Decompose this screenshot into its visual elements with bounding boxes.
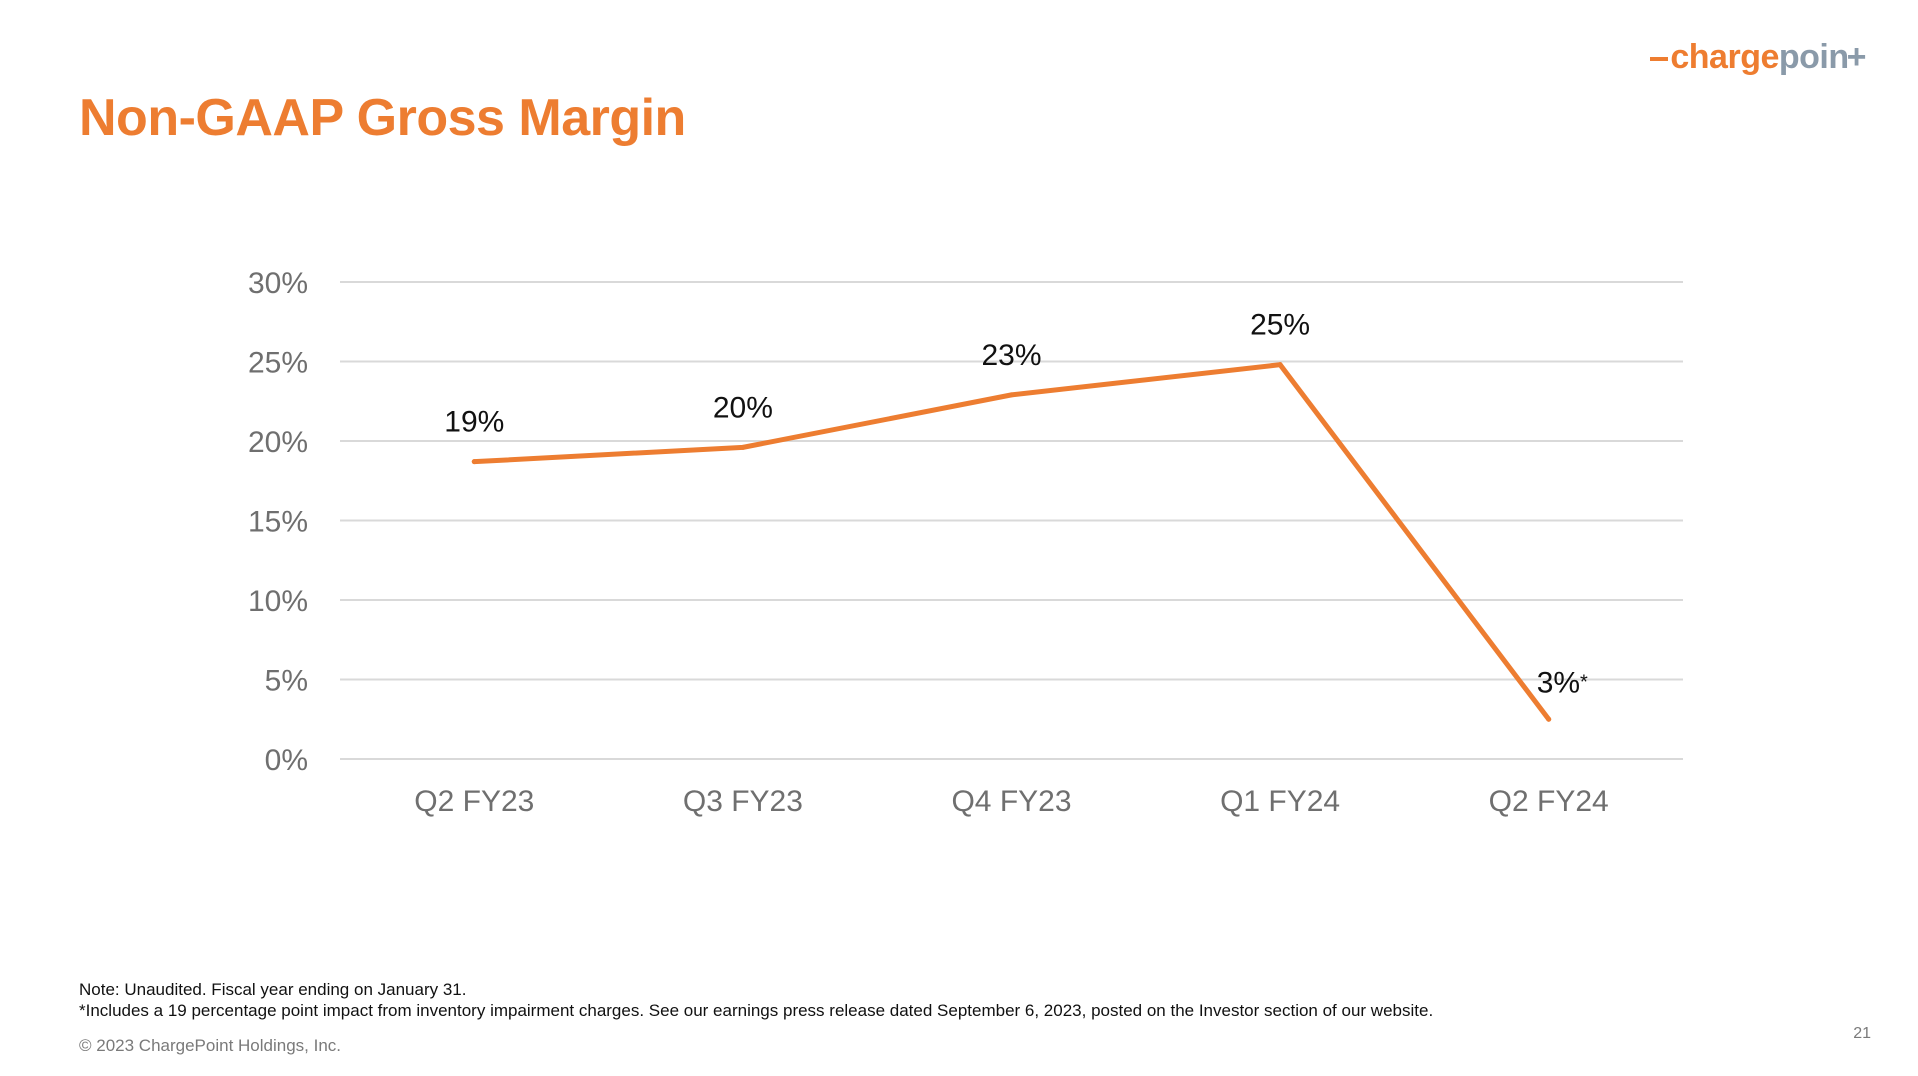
y-tick-label: 25% — [248, 347, 308, 380]
data-point — [740, 444, 746, 450]
copyright-text: © 2023 ChargePoint Holdings, Inc. — [79, 1036, 342, 1055]
chart-data-labels: 19% 20% 23% 25% 3%* — [444, 309, 1588, 700]
chart-series — [471, 362, 1552, 722]
data-label: 23% — [981, 339, 1041, 372]
data-label: 3%* — [1537, 666, 1588, 699]
y-axis-ticks: 0% 5% 10% 15% 20% 25% 30% — [248, 267, 308, 777]
y-tick-label: 15% — [248, 506, 308, 539]
y-tick-label: 10% — [248, 585, 308, 618]
data-label: 25% — [1250, 309, 1310, 342]
x-tick-label: Q2 FY23 — [414, 785, 534, 818]
y-tick-label: 30% — [248, 267, 308, 300]
y-tick-label: 20% — [248, 426, 308, 459]
logo-plus-icon: + — [1846, 38, 1867, 76]
data-label: 20% — [713, 391, 773, 424]
x-tick-label: Q2 FY24 — [1489, 785, 1609, 818]
logo-text-charge: charge — [1670, 38, 1779, 76]
x-tick-label: Q4 FY23 — [951, 785, 1071, 818]
y-tick-label: 5% — [265, 665, 308, 698]
data-point — [1009, 392, 1014, 398]
data-point — [1277, 362, 1283, 368]
data-point — [1546, 716, 1552, 722]
footnotes: Note: Unaudited. Fiscal year ending on J… — [79, 979, 1433, 1021]
data-label: 19% — [444, 406, 504, 439]
x-tick-label: Q3 FY23 — [683, 785, 803, 818]
series-line — [471, 362, 1552, 722]
page-title: Non-GAAP Gross Margin — [79, 89, 686, 147]
chargepoint-logo: charge poin + — [1650, 38, 1867, 77]
logo-text-point: poin — [1778, 38, 1849, 76]
note-line-1: Note: Unaudited. Fiscal year ending on J… — [79, 980, 467, 999]
note-line-2: *Includes a 19 percentage point impact f… — [79, 1001, 1434, 1020]
x-tick-label: Q1 FY24 — [1220, 785, 1340, 818]
data-point — [471, 459, 477, 465]
logo-dash-icon — [1650, 56, 1669, 61]
y-tick-label: 0% — [265, 744, 308, 777]
x-axis-ticks: Q2 FY23 Q3 FY23 Q4 FY23 Q1 FY24 Q2 FY24 — [414, 785, 1608, 818]
page-number: 21 — [1853, 1025, 1871, 1042]
